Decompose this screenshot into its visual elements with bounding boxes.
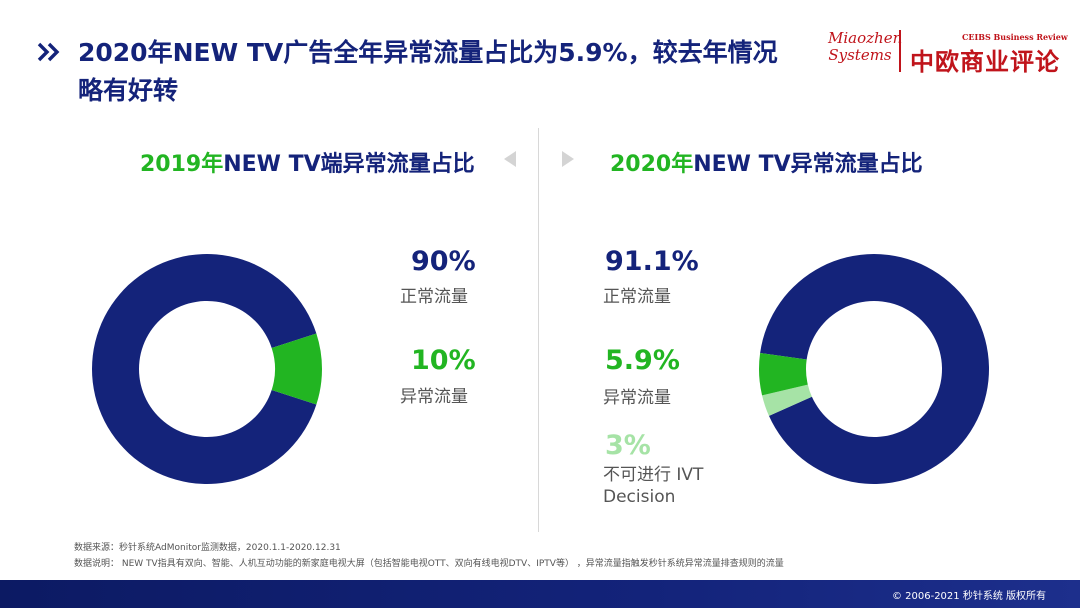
value-ivt-2020: 3% — [605, 430, 651, 461]
miaozhen-logo-line1: Miaozhen — [828, 29, 903, 47]
value-normal-2019: 90% — [411, 246, 476, 277]
label-abnormal-2020: 异常流量 — [603, 388, 671, 408]
miaozhen-logo-line2: Systems — [828, 46, 892, 64]
copyright-text: © 2006-2021 秒针系统 版权所有 — [891, 591, 1046, 602]
triangle-left-icon[interactable] — [503, 150, 517, 168]
label-normal-2020: 正常流量 — [603, 287, 671, 307]
donut-slice-2 — [762, 384, 812, 416]
value-normal-2020: 91.1% — [605, 246, 699, 277]
ceibs-logo-chinese: 中欧商业评论 — [910, 47, 1060, 76]
logo-separator — [899, 30, 901, 72]
chart-title-year: 2020年 — [610, 152, 694, 177]
value-abnormal-2020: 5.9% — [605, 345, 680, 376]
data-source-note: 数据来源：秒针系统AdMonitor监测数据，2020.1.1-2020.12.… — [74, 543, 341, 553]
double-chevron-right-icon — [37, 42, 60, 62]
donut-slice-0 — [760, 254, 989, 484]
donut-chart-2019 — [91, 253, 322, 484]
chart-title-2020: 2020年NEW TV异常流量占比 — [610, 146, 923, 178]
label-abnormal-2019: 异常流量 — [400, 387, 468, 407]
data-explanation-note: 数据说明： NEW TV指具有双向、智能、人机互动功能的新家庭电视大屏（包括智能… — [74, 559, 784, 569]
donut-slice-1 — [759, 352, 808, 396]
label-ivt-2020: 不可进行 IVT Decision — [603, 465, 704, 507]
triangle-right-icon[interactable] — [561, 150, 575, 168]
page-title: 2020年NEW TV广告全年异常流量占比为5.9%，较去年情况略有好转 — [78, 38, 778, 105]
chart-title-text: NEW TV端异常流量占比 — [223, 152, 475, 177]
center-divider — [538, 128, 539, 532]
donut-slice-0 — [91, 253, 317, 484]
chart-title-2019: 2019年NEW TV端异常流量占比 — [140, 146, 475, 178]
label-normal-2019: 正常流量 — [400, 287, 468, 307]
chart-title-year: 2019年 — [140, 152, 224, 177]
donut-slice-1 — [271, 333, 322, 405]
donut-chart-2020 — [759, 254, 989, 484]
chart-title-text: NEW TV异常流量占比 — [693, 152, 923, 177]
miaozhen-logo: Miaozhen Systems — [828, 29, 903, 64]
ceibs-logo-english: CEIBS Business Review — [962, 32, 1068, 42]
footer-bar: © 2006-2021 秒针系统 版权所有 — [0, 580, 1080, 608]
value-abnormal-2019: 10% — [411, 345, 476, 376]
